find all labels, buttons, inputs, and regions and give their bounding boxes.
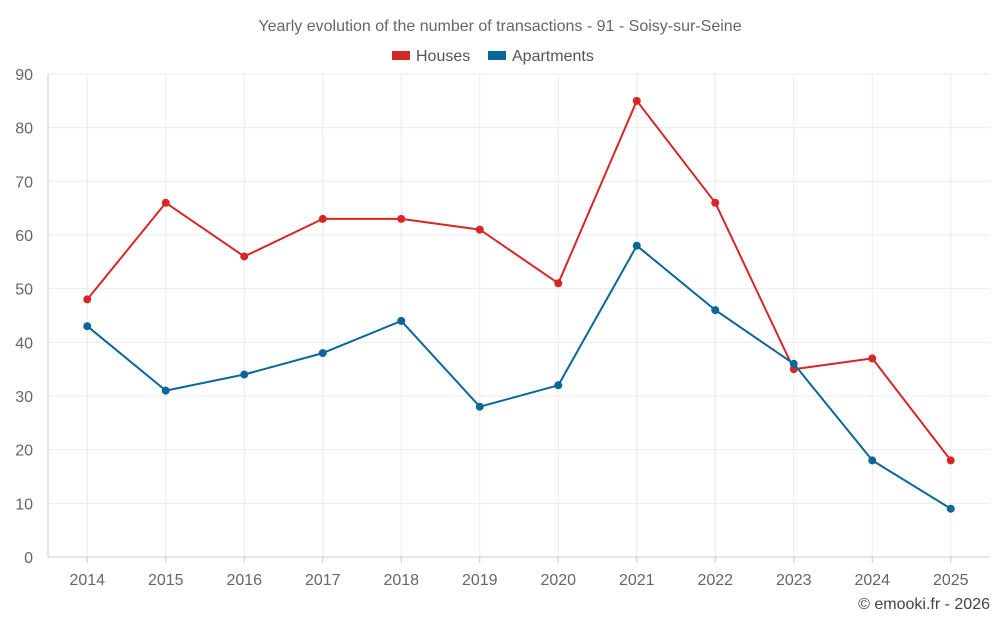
data-point-houses-2025[interactable] xyxy=(946,456,955,465)
legend-label-apartments: Apartments xyxy=(512,48,594,65)
credit-text: © emooki.fr - 2026 xyxy=(858,596,990,613)
series-line-apartments xyxy=(86,244,952,510)
data-point-houses-2016[interactable] xyxy=(240,252,249,261)
series-line-houses xyxy=(86,99,952,462)
y-tick-label-20: 20 xyxy=(15,443,33,460)
data-point-apartments-2017[interactable] xyxy=(318,349,327,358)
data-point-apartments-2015[interactable] xyxy=(161,386,170,395)
x-tick-label-2024: 2024 xyxy=(854,572,890,589)
data-point-apartments-2021[interactable] xyxy=(632,241,641,250)
x-tick-label-2022: 2022 xyxy=(697,572,733,589)
data-point-apartments-2018[interactable] xyxy=(397,316,406,325)
legend: Houses Apartments xyxy=(392,48,594,65)
x-tick-label-2015: 2015 xyxy=(148,572,184,589)
data-point-apartments-2024[interactable] xyxy=(868,456,877,465)
data-point-apartments-2016[interactable] xyxy=(240,370,249,379)
x-tick-label-2021: 2021 xyxy=(619,572,655,589)
data-point-apartments-2020[interactable] xyxy=(554,381,563,390)
legend-label-houses: Houses xyxy=(416,48,470,65)
legend-swatch-apartments xyxy=(488,51,506,60)
x-tick-label-2016: 2016 xyxy=(226,572,262,589)
data-point-apartments-2023[interactable] xyxy=(789,359,798,368)
x-tick-label-2025: 2025 xyxy=(933,572,969,589)
data-point-houses-2017[interactable] xyxy=(318,214,327,223)
data-point-houses-2015[interactable] xyxy=(161,198,170,207)
x-tick-label-2018: 2018 xyxy=(383,572,419,589)
legend-swatch-houses xyxy=(392,51,410,60)
x-tick-label-2019: 2019 xyxy=(462,572,498,589)
data-point-apartments-2022[interactable] xyxy=(711,306,720,315)
series xyxy=(83,96,955,513)
data-point-apartments-2014[interactable] xyxy=(83,322,92,331)
y-tick-label-60: 60 xyxy=(15,228,33,245)
y-tick-label-80: 80 xyxy=(15,121,33,138)
data-point-houses-2014[interactable] xyxy=(83,295,92,304)
data-point-houses-2024[interactable] xyxy=(868,354,877,363)
y-tick-label-50: 50 xyxy=(15,282,33,299)
data-point-houses-2018[interactable] xyxy=(397,214,406,223)
y-tick-label-10: 10 xyxy=(15,496,33,513)
data-point-houses-2020[interactable] xyxy=(554,279,563,288)
grid xyxy=(48,73,990,557)
x-tick-label-2020: 2020 xyxy=(540,572,576,589)
legend-item-houses[interactable]: Houses xyxy=(392,48,470,65)
y-tick-label-0: 0 xyxy=(24,550,33,567)
axes: 0 10 20 30 40 50 60 70 80 90 2014 2015 2016 2017 2018 2… xyxy=(15,67,990,589)
y-tick-label-90: 90 xyxy=(15,67,33,84)
x-tick-label-2017: 2017 xyxy=(305,572,341,589)
data-point-houses-2021[interactable] xyxy=(632,96,641,105)
x-tick-label-2014: 2014 xyxy=(69,572,105,589)
y-tick-label-30: 30 xyxy=(15,389,33,406)
data-point-houses-2019[interactable] xyxy=(475,225,484,234)
data-point-apartments-2019[interactable] xyxy=(475,402,484,411)
x-tick-label-2023: 2023 xyxy=(776,572,812,589)
data-point-apartments-2025[interactable] xyxy=(946,504,955,513)
chart-title: Yearly evolution of the number of transa… xyxy=(258,18,741,35)
legend-item-apartments[interactable]: Apartments xyxy=(488,48,594,65)
y-tick-label-70: 70 xyxy=(15,174,33,191)
data-point-houses-2022[interactable] xyxy=(711,198,720,207)
y-tick-label-40: 40 xyxy=(15,335,33,352)
